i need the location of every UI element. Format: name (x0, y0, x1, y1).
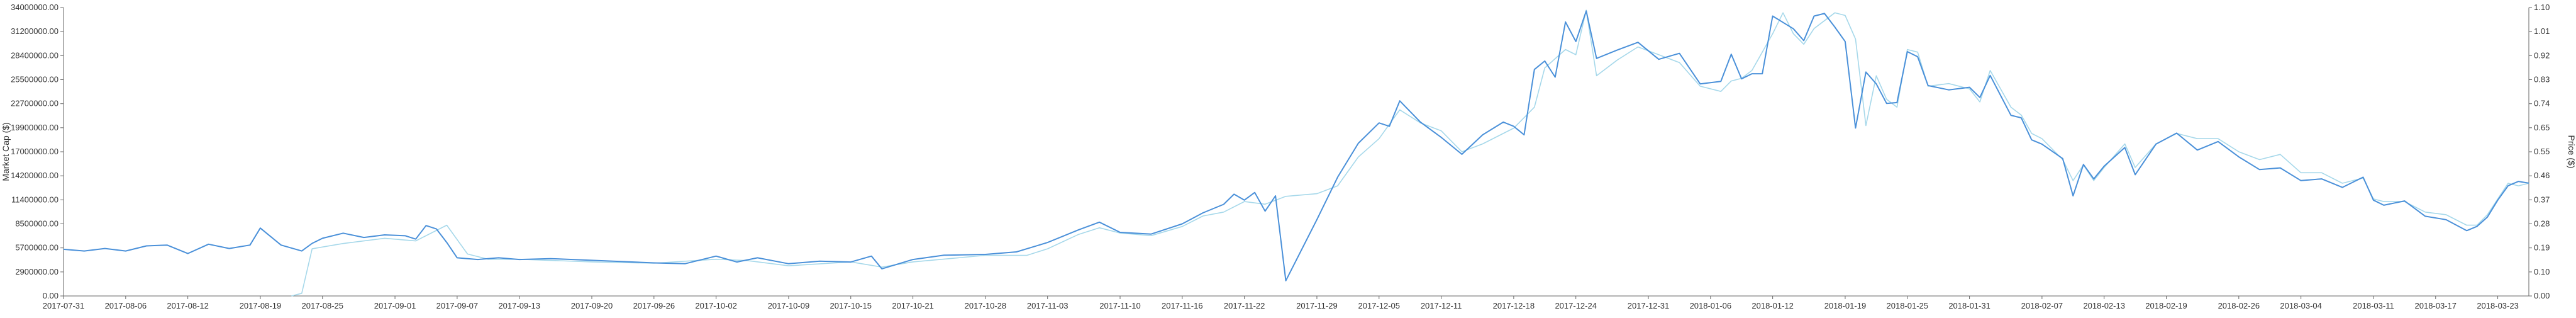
right-y-tick-label: 1.01 (2534, 26, 2550, 36)
x-tick-label: 2017-09-01 (374, 301, 416, 310)
x-tick-label: 2018-02-19 (2145, 301, 2187, 310)
left-y-tick-label: 17000000.00 (11, 147, 58, 156)
series-layer (63, 9, 2529, 297)
right-y-tick-label: 0.19 (2534, 243, 2550, 253)
x-tick-label: 2018-02-26 (2218, 301, 2260, 310)
left-y-tick-label: 0.00 (43, 291, 58, 300)
right-y-tick-label: 0.00 (2534, 291, 2550, 300)
x-tick-label: 2017-11-29 (1296, 301, 1338, 310)
x-tick-label: 2017-09-26 (633, 301, 675, 310)
x-tick-label: 2017-09-20 (571, 301, 613, 310)
x-tick-label: 2017-10-02 (695, 301, 737, 310)
x-tick-label: 2018-03-17 (2415, 301, 2457, 310)
right-y-tick-label: 0.65 (2534, 123, 2550, 132)
x-tick-label: 2017-07-31 (43, 301, 85, 310)
x-tick-label: 2017-08-19 (240, 301, 282, 310)
right-y-tick-label: 0.92 (2534, 50, 2550, 60)
x-tick-label: 2017-11-10 (1099, 301, 1141, 310)
x-tick-label: 2017-08-12 (167, 301, 209, 310)
price-series-line (291, 9, 2529, 297)
x-tick-label: 2017-12-11 (1421, 301, 1462, 310)
x-tick-label: 2017-12-31 (1628, 301, 1670, 310)
left-y-tick-label: 34000000.00 (11, 3, 58, 12)
x-tick-label: 2017-09-07 (436, 301, 479, 310)
market-cap-series-line (63, 10, 2529, 281)
x-tick-label: 2017-12-18 (1493, 301, 1535, 310)
x-tick-label: 2017-11-22 (1224, 301, 1265, 310)
right-y-tick-label: 0.10 (2534, 267, 2550, 276)
x-tick-label: 2017-12-05 (1358, 301, 1401, 310)
x-tick-label: 2017-12-24 (1555, 301, 1597, 310)
left-y-tick-label: 5700000.00 (15, 243, 58, 253)
left-y-tick-label: 8500000.00 (15, 219, 58, 229)
left-y-tick-label: 28400000.00 (11, 50, 58, 60)
x-tick-label: 2018-02-07 (2021, 301, 2063, 310)
right-axis-label: Price ($) (2567, 135, 2576, 169)
right-y-tick-label: 0.74 (2534, 99, 2550, 108)
x-tick-label: 2017-08-06 (105, 301, 147, 310)
x-tick-label: 2018-03-04 (2280, 301, 2322, 310)
x-tick-label: 2017-10-09 (768, 301, 810, 310)
x-tick-label: 2017-08-25 (302, 301, 344, 310)
left-y-tick-label: 31200000.00 (11, 26, 58, 36)
right-y-tick-label: 0.55 (2534, 147, 2550, 156)
left-y-tick-label: 11400000.00 (11, 195, 58, 204)
x-tick-label: 2018-01-12 (1752, 301, 1794, 310)
x-tick-label: 2017-10-21 (892, 301, 934, 310)
x-tick-label: 2018-01-31 (1948, 301, 1990, 310)
x-tick-label: 2018-03-23 (2477, 301, 2519, 310)
right-y-tick-label: 1.10 (2534, 3, 2550, 12)
x-tick-label: 2018-03-11 (2353, 301, 2394, 310)
x-tick-label: 2017-11-16 (1162, 301, 1203, 310)
left-y-tick-label: 22700000.00 (11, 99, 58, 108)
right-y-tick-label: 0.28 (2534, 219, 2550, 229)
left-y-tick-label: 14200000.00 (11, 171, 58, 180)
x-tick-label: 2018-01-19 (1824, 301, 1867, 310)
x-tick-label: 2018-02-13 (2083, 301, 2125, 310)
x-tick-label: 2017-11-03 (1027, 301, 1069, 310)
axes-layer: 0.00 2900000.00 5700000.00 8500000.00 114000… (11, 3, 2550, 310)
left-y-tick-label: 25500000.00 (11, 75, 58, 84)
left-y-tick-label: 2900000.00 (15, 267, 58, 276)
x-tick-label: 2017-10-15 (830, 301, 872, 310)
x-tick-label: 2017-09-13 (498, 301, 540, 310)
right-y-tick-label: 0.37 (2534, 195, 2550, 204)
left-axis-label: Market Cap ($) (1, 122, 11, 181)
right-y-tick-label: 0.83 (2534, 75, 2550, 84)
x-tick-label: 2018-01-25 (1887, 301, 1929, 310)
x-tick-label: 2018-01-06 (1690, 301, 1732, 310)
right-y-tick-label: 0.46 (2534, 171, 2550, 180)
x-tick-label: 2017-10-28 (965, 301, 1007, 310)
left-y-tick-label: 19900000.00 (11, 123, 58, 132)
